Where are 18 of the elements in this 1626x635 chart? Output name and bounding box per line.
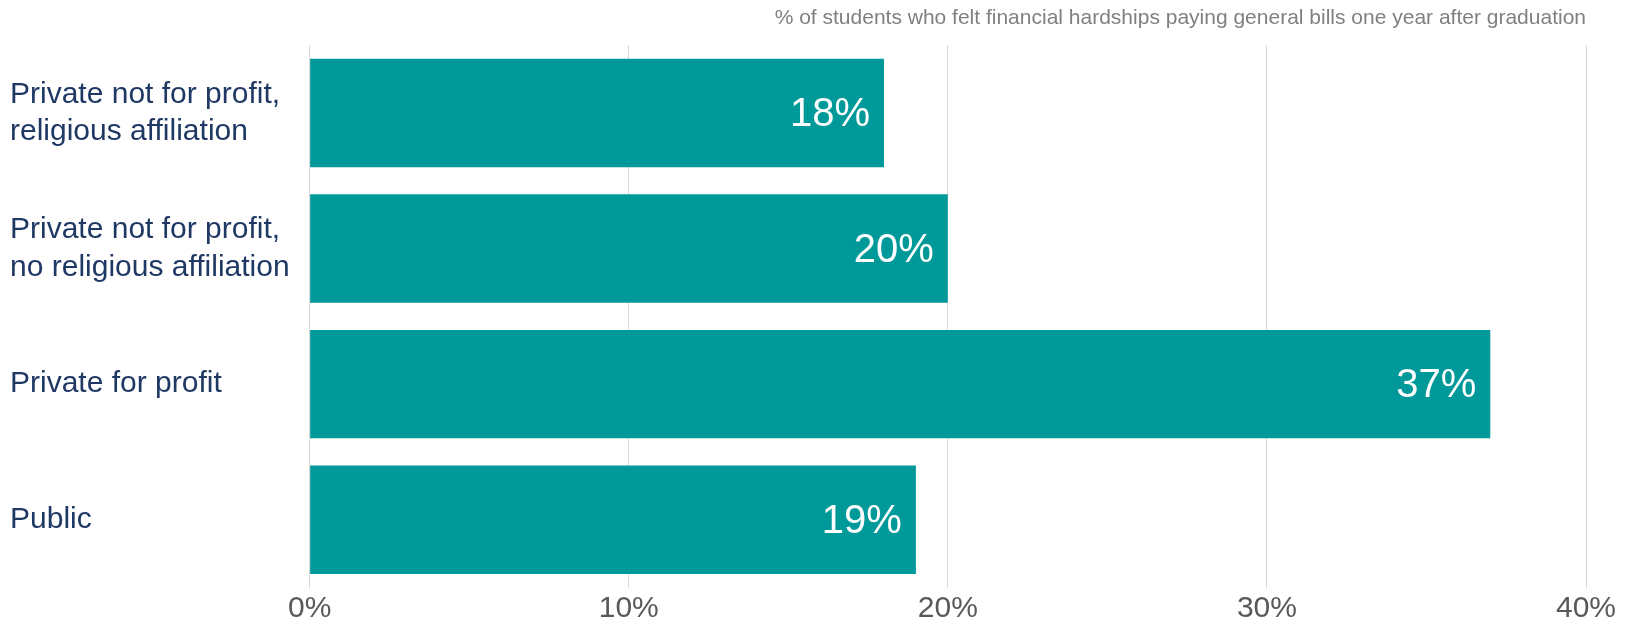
y-tick-label: Private not for profit, no religious affiliation	[10, 211, 290, 282]
chart-title: % of students who felt financial hardships paying general bills one year after graduation	[774, 5, 1586, 29]
y-tick-label: Private not for profit, religious affiliation	[10, 75, 281, 146]
x-tick-label: 30%	[1236, 589, 1297, 623]
y-tick-label: Public	[10, 500, 92, 534]
data-label: 37%	[1396, 361, 1477, 406]
x-tick-label: 10%	[598, 589, 659, 623]
x-tick-label: 20%	[917, 589, 978, 623]
y-tick-label: Private for profit	[10, 365, 223, 399]
bar	[310, 194, 948, 303]
data-label: 20%	[853, 225, 934, 270]
data-label: 19%	[821, 496, 902, 541]
x-tick-label: 0%	[287, 589, 332, 623]
x-tick-label: 40%	[1555, 589, 1617, 623]
bar	[310, 329, 1491, 439]
bar	[310, 465, 916, 574]
bar	[310, 58, 884, 168]
data-label: 18%	[789, 90, 870, 135]
